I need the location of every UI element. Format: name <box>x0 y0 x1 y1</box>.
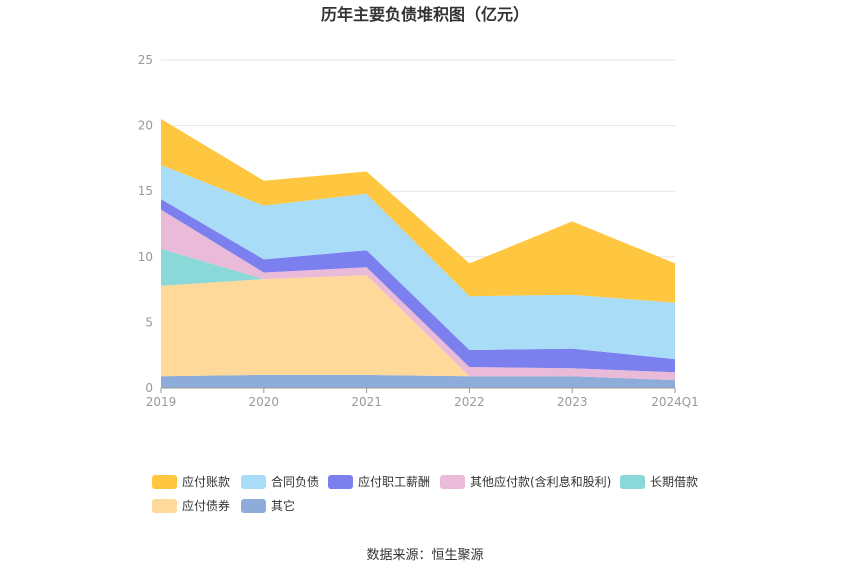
legend-swatch <box>241 499 266 513</box>
area-series-0 <box>161 374 675 388</box>
legend-item[interactable]: 应付债券 <box>152 498 230 513</box>
legend-label: 应付债券 <box>182 498 230 513</box>
legend-label: 长期借款 <box>650 475 698 489</box>
area-series-group <box>161 119 675 388</box>
legend-swatch <box>152 499 177 513</box>
x-tick-label: 2024Q1 <box>651 395 699 409</box>
y-tick-label: 20 <box>138 119 153 133</box>
x-tick-label: 2021 <box>351 395 382 409</box>
legend-swatch <box>152 475 177 489</box>
x-tick-label: 2022 <box>454 395 485 409</box>
y-axis: 0 5 10 15 20 25 <box>138 53 153 395</box>
legend-item[interactable]: 应付账款 <box>152 474 230 489</box>
legend-item[interactable]: 长期借款 <box>620 475 698 489</box>
legend-label: 其它 <box>271 498 295 513</box>
y-tick-label: 10 <box>138 250 153 264</box>
legend-label: 应付职工薪酬 <box>358 474 430 489</box>
source-note: 数据来源：恒生聚源 <box>366 548 483 563</box>
legend-swatch <box>440 475 465 489</box>
area-series-1 <box>161 275 675 381</box>
legend-label: 应付账款 <box>182 474 230 489</box>
legend-label: 其他应付款(含利息和股利) <box>470 474 611 489</box>
legend-swatch <box>328 475 353 489</box>
area-series-5 <box>161 165 675 360</box>
x-tick-label: 2019 <box>146 395 177 409</box>
legend-swatch <box>241 475 266 489</box>
x-axis-labels: 2019 2020 2021 2022 2023 2024Q1 <box>146 395 699 409</box>
legend-label: 合同负债 <box>271 474 319 489</box>
legend-swatch <box>620 475 645 489</box>
y-tick-label: 0 <box>145 381 153 395</box>
chart-title: 历年主要负债堆积图（亿元） <box>321 5 529 24</box>
legend-item[interactable]: 其它 <box>241 498 295 513</box>
legend-item[interactable]: 应付职工薪酬 <box>328 474 430 489</box>
y-tick-label: 15 <box>138 184 153 198</box>
area-series-6 <box>161 119 675 303</box>
legend-item[interactable]: 其他应付款(含利息和股利) <box>440 474 611 489</box>
x-axis <box>160 387 676 393</box>
y-tick-label: 5 <box>145 315 153 329</box>
x-tick-label: 2020 <box>249 395 280 409</box>
y-tick-label: 25 <box>138 53 153 67</box>
area-series-4 <box>161 199 675 373</box>
x-tick-label: 2023 <box>557 395 588 409</box>
legend-item[interactable]: 合同负债 <box>241 474 319 489</box>
